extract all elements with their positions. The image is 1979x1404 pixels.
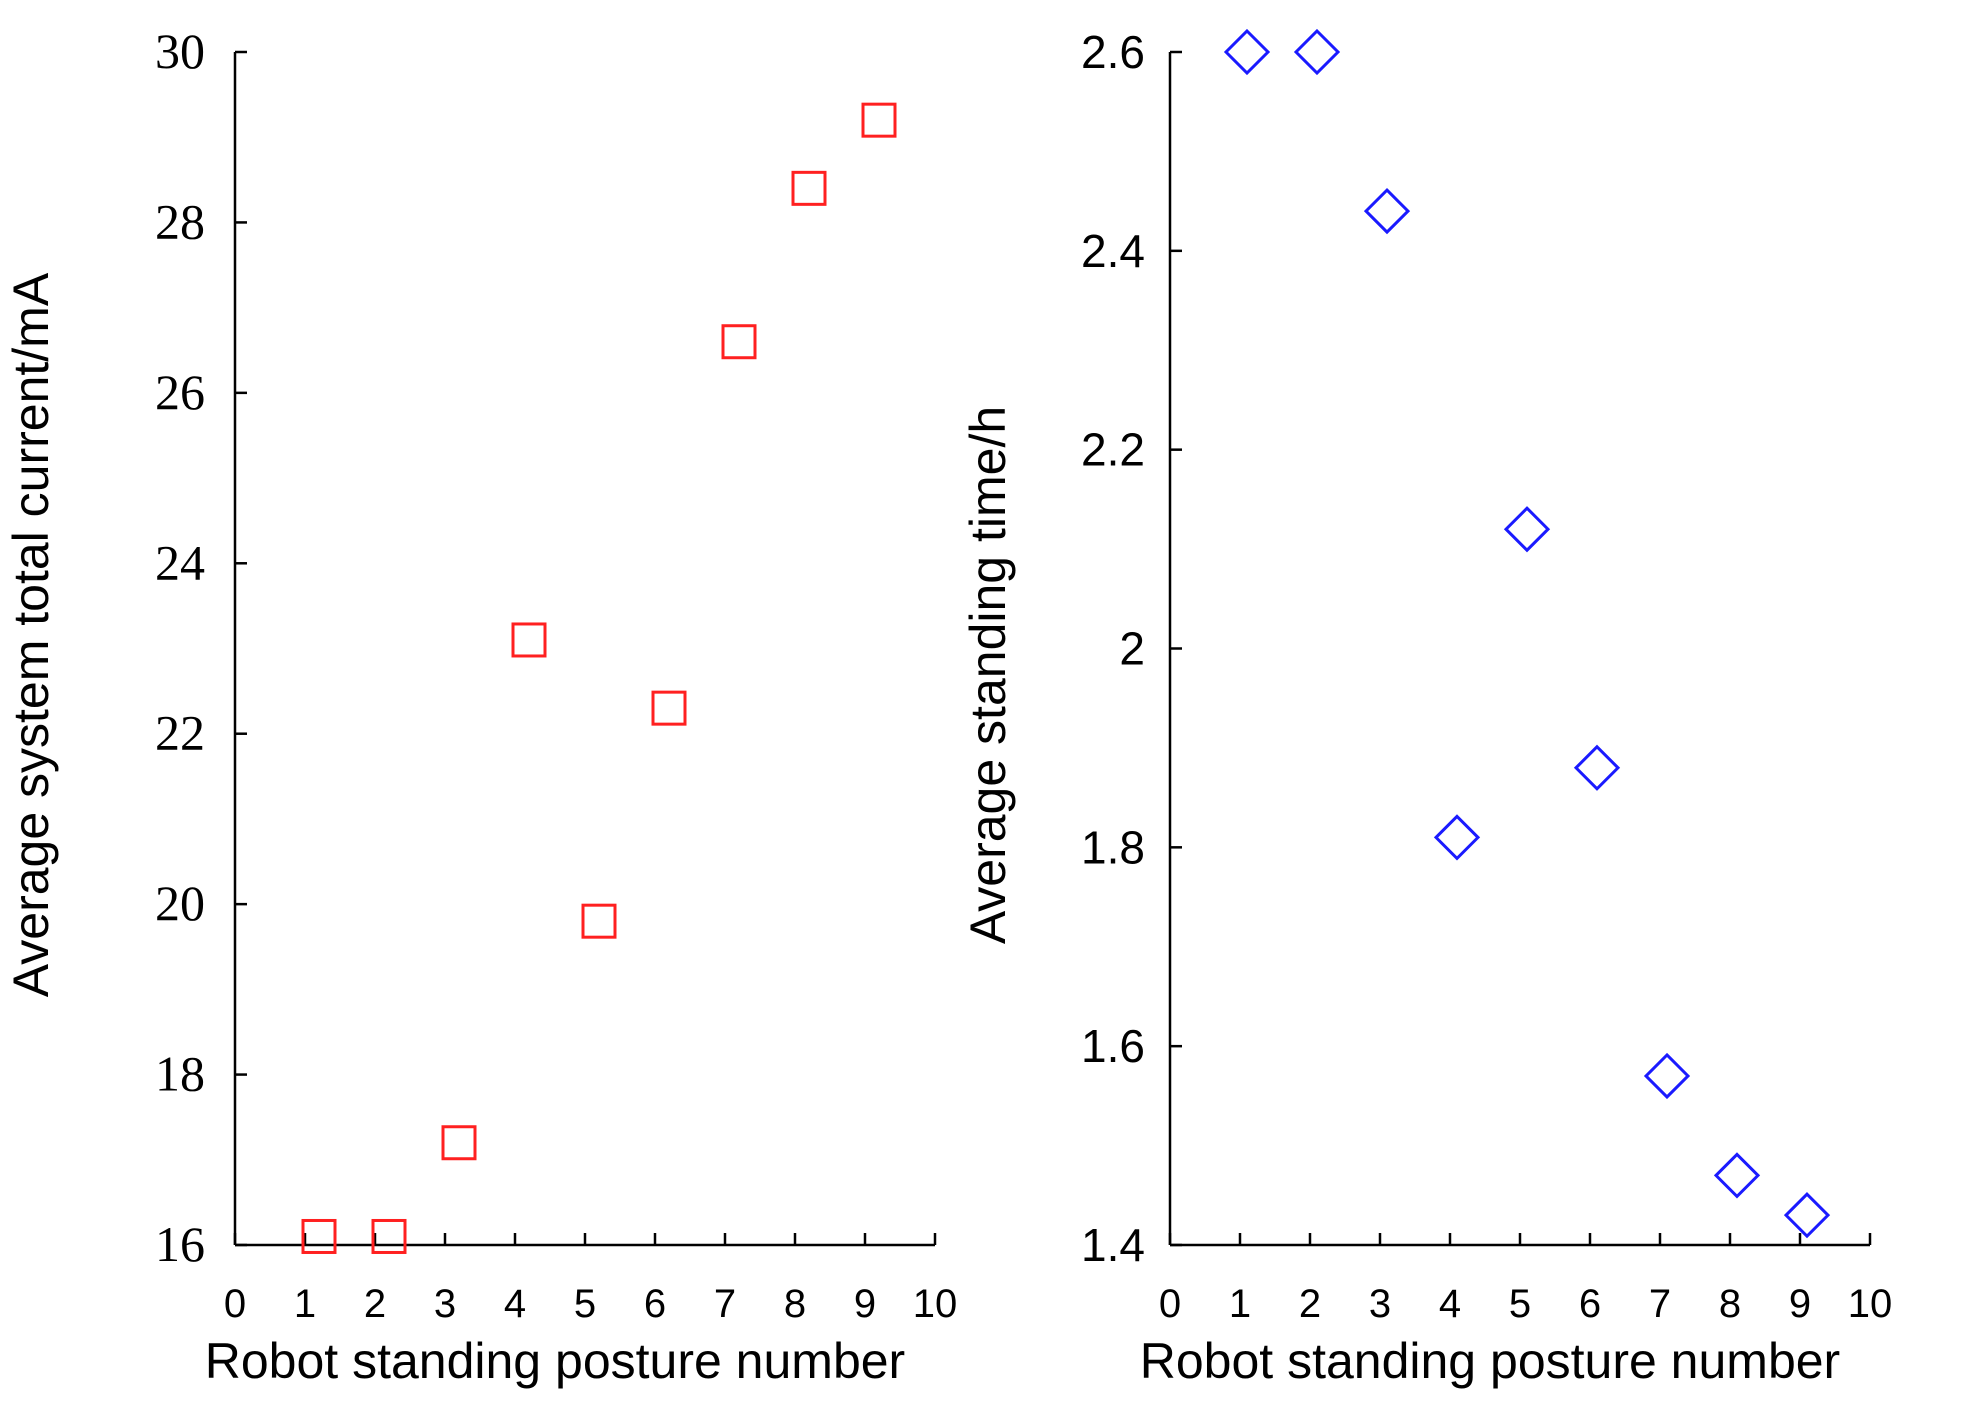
x-tick-label: 6: [644, 1282, 666, 1326]
x-axis-label: Robot standing posture number: [1140, 1333, 1840, 1389]
current-data-point: [861, 102, 897, 138]
current-data-point: [581, 903, 617, 939]
x-tick-label: 6: [1579, 1282, 1601, 1326]
x-tick-label: 9: [854, 1282, 876, 1326]
x-tick-label: 8: [784, 1282, 806, 1326]
x-tick-label: 1: [294, 1282, 316, 1326]
x-tick-label: 10: [913, 1282, 958, 1326]
x-tick-label: 0: [1159, 1282, 1181, 1326]
time-data-point: [1503, 506, 1551, 553]
current-data-point: [651, 690, 687, 726]
time-data-point: [1573, 744, 1621, 791]
y-tick-label: 28: [155, 193, 205, 249]
y-axis-label: Average standing time/h: [960, 406, 1016, 944]
time-data-point: [1293, 28, 1341, 76]
y-tick-label: 1.4: [1081, 1219, 1145, 1271]
time-data-point: [1223, 28, 1271, 76]
time-data-point: [1783, 1192, 1831, 1239]
current-data-point: [301, 1218, 337, 1254]
current-data-point: [791, 170, 827, 206]
x-tick-label: 2: [364, 1282, 386, 1326]
x-tick-label: 3: [1369, 1282, 1391, 1326]
y-tick-label: 2.6: [1081, 26, 1145, 78]
y-tick-label: 1.8: [1081, 821, 1145, 873]
x-axis-label: Robot standing posture number: [205, 1333, 905, 1389]
y-tick-label: 2: [1119, 623, 1145, 675]
current-data-point: [371, 1218, 407, 1254]
y-tick-label: 22: [155, 705, 205, 761]
y-tick-label: 26: [155, 364, 205, 420]
y-tick-label: 18: [155, 1046, 205, 1102]
x-tick-label: 2: [1299, 1282, 1321, 1326]
y-tick-label: 2.2: [1081, 424, 1145, 476]
x-tick-label: 5: [574, 1282, 596, 1326]
x-tick-label: 0: [224, 1282, 246, 1326]
x-tick-label: 3: [434, 1282, 456, 1326]
y-tick-label: 16: [155, 1216, 205, 1272]
x-tick-label: 9: [1789, 1282, 1811, 1326]
x-tick-label: 4: [504, 1282, 526, 1326]
current-data-point: [721, 324, 757, 360]
current-data-point: [511, 622, 547, 658]
y-tick-label: 30: [155, 23, 205, 79]
y-axis-label: Average system total current/mA: [3, 272, 59, 997]
x-tick-label: 4: [1439, 1282, 1461, 1326]
time-data-point: [1433, 814, 1481, 861]
time-data-point: [1713, 1152, 1761, 1199]
y-tick-label: 1.6: [1081, 1020, 1145, 1072]
y-tick-label: 2.4: [1081, 225, 1145, 277]
x-tick-label: 5: [1509, 1282, 1531, 1326]
x-tick-label: 8: [1719, 1282, 1741, 1326]
current-data-point: [441, 1125, 477, 1161]
y-tick-label: 20: [155, 875, 205, 931]
time-data-point: [1363, 187, 1411, 235]
x-tick-label: 10: [1848, 1282, 1893, 1326]
time-data-point: [1643, 1052, 1691, 1100]
x-tick-label: 7: [1649, 1282, 1671, 1326]
y-tick-label: 24: [155, 534, 205, 590]
x-tick-label: 7: [714, 1282, 736, 1326]
x-tick-label: 1: [1229, 1282, 1251, 1326]
